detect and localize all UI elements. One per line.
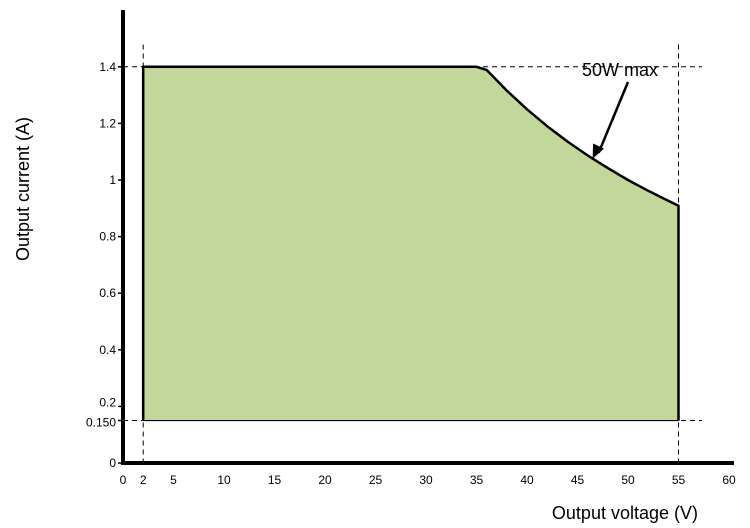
x-tick-label: 35 (470, 473, 484, 487)
annotation-label: 50W max (582, 60, 658, 80)
x-tick-label: 2 (140, 473, 147, 487)
x-tick-label: 55 (672, 473, 686, 487)
x-tick-label: 60 (722, 473, 736, 487)
y-tick-label: 1 (109, 173, 116, 187)
x-tick-label: 15 (268, 473, 282, 487)
y-axis-title: Output current (A) (13, 117, 33, 261)
x-tick-label: 5 (170, 473, 177, 487)
y-tick-label: 0.150 (86, 416, 116, 430)
annotation-arrow-shaft (597, 81, 630, 154)
x-tick-label: 20 (318, 473, 332, 487)
x-tick-label: 25 (369, 473, 383, 487)
operating-area (141, 65, 680, 422)
x-tick-label: 30 (419, 473, 433, 487)
y-tick-label: 0.6 (99, 286, 116, 300)
operating-area-fill (143, 66, 679, 421)
y-tick-label: 0.4 (99, 343, 116, 357)
x-tick-label: 0 (120, 473, 127, 487)
axes (118, 10, 734, 465)
x-axis-title: Output voltage (V) (552, 503, 698, 523)
annotation: 50W max (582, 60, 658, 159)
annotation-arrow-head (592, 143, 604, 159)
y-tick-label: 1.2 (99, 116, 116, 130)
y-tick-label: 0.2 (99, 395, 116, 409)
x-tick-label: 10 (217, 473, 231, 487)
x-tick-label: 50 (621, 473, 635, 487)
x-tick-label: 40 (520, 473, 534, 487)
y-tick-label: 1.4 (99, 60, 116, 74)
y-tick-label: 0 (109, 456, 116, 470)
y-tick-label: 0.8 (99, 230, 116, 244)
operating-area-boundary (141, 65, 680, 421)
x-tick-label: 45 (571, 473, 585, 487)
